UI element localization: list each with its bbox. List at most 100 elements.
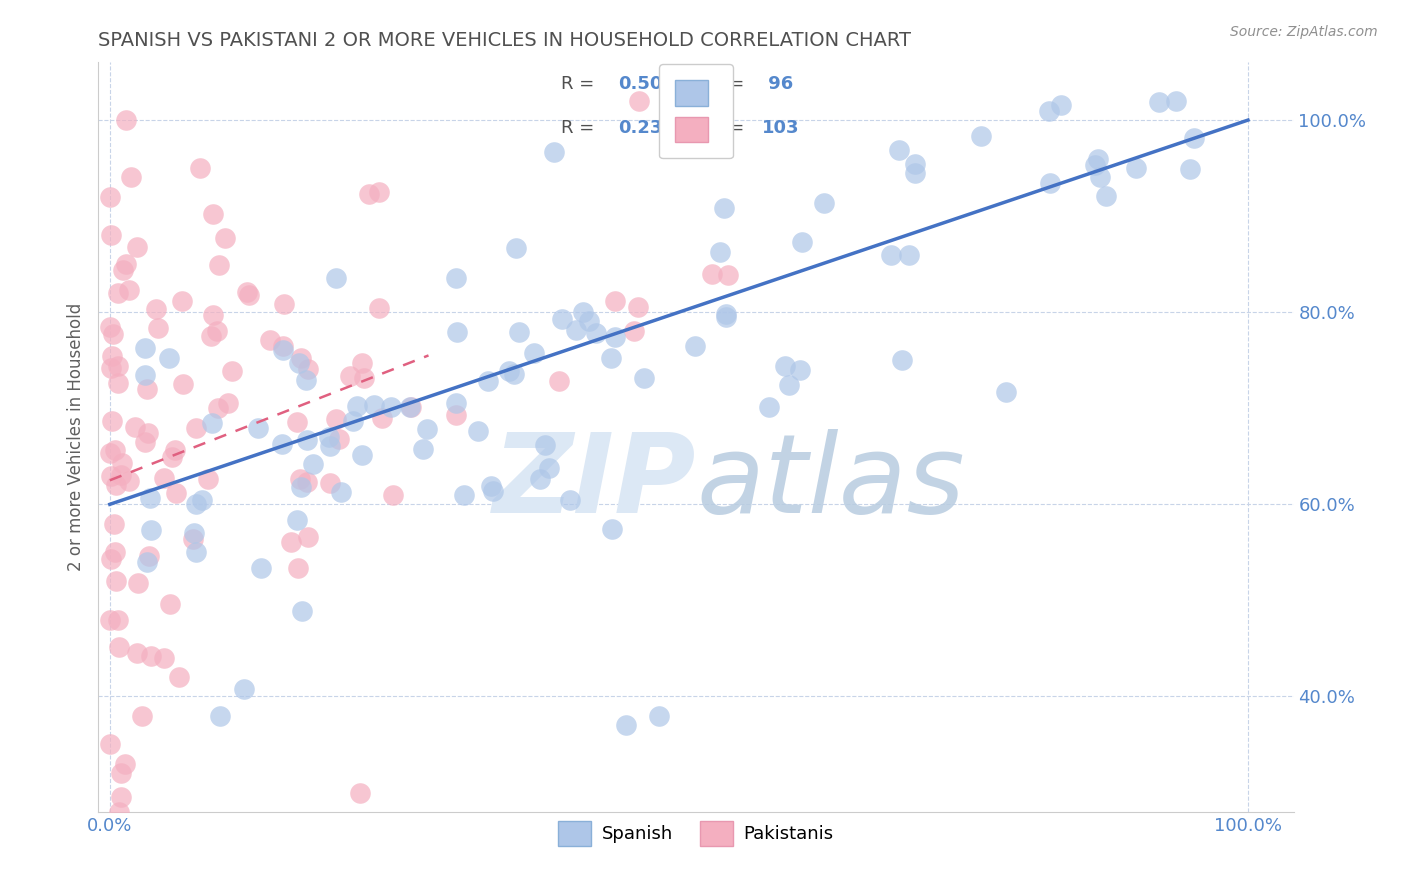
Point [1182,131,1205,145]
Point [444,270,467,285]
Point [571,305,593,319]
Point [444,396,467,410]
Point [1180,161,1202,176]
Point [145,302,167,317]
Point [100,360,122,375]
Point [134,434,156,449]
Point [100,228,122,243]
Point [152,651,174,665]
Point [970,129,993,144]
Point [139,523,162,537]
Point [534,438,557,452]
Point [183,526,205,541]
Point [280,535,302,549]
Text: 0.504: 0.504 [619,75,675,93]
Point [157,351,180,365]
Point [627,300,650,314]
Point [111,456,134,470]
Point [297,530,319,544]
Point [297,361,319,376]
Point [353,371,375,385]
Point [287,561,309,575]
Point [110,766,132,780]
Point [208,708,231,723]
Text: 103: 103 [762,119,799,136]
Point [1147,95,1170,110]
Point [98,190,121,204]
Point [291,604,314,618]
Point [482,483,505,498]
Point [444,409,467,423]
Point [648,708,671,723]
Point [346,400,368,414]
Point [328,432,350,446]
Point [101,349,124,363]
Point [201,308,224,322]
Point [717,268,740,282]
Point [208,258,231,272]
Point [600,522,623,536]
Point [288,356,311,370]
Point [399,401,422,415]
Point [287,415,309,429]
Point [713,202,735,216]
Y-axis label: 2 or more Vehicles in Household: 2 or more Vehicles in Household [66,303,84,571]
Point [236,285,259,299]
Point [1166,94,1188,108]
Point [131,708,153,723]
Text: R =: R = [561,75,600,93]
Point [238,288,260,302]
Point [399,400,422,414]
Point [297,475,319,489]
Point [110,790,132,805]
Point [101,414,124,428]
Point [363,398,385,412]
Point [339,369,361,384]
Point [285,513,308,527]
Point [214,231,236,245]
Point [683,339,706,353]
Point [614,718,637,732]
Point [319,439,342,453]
Point [543,145,565,159]
Point [1050,97,1073,112]
Point [1084,158,1107,172]
Text: Source: ZipAtlas.com: Source: ZipAtlas.com [1230,25,1378,39]
Point [98,319,121,334]
Point [139,491,162,505]
Point [172,294,194,309]
Point [318,475,340,490]
Point [136,426,159,441]
Point [115,113,138,128]
Point [100,468,122,483]
Point [880,248,903,262]
Point [325,412,347,426]
Point [107,376,129,390]
Point [273,297,295,311]
Point [221,364,243,378]
Point [105,574,128,589]
Point [367,185,389,199]
Point [104,478,127,492]
Point [548,374,571,388]
Point [124,420,146,434]
Point [716,310,738,325]
Point [205,325,228,339]
Point [207,401,229,415]
Point [368,301,391,316]
Point [789,362,811,376]
Legend: Spanish, Pakistanis: Spanish, Pakistanis [550,812,842,855]
Point [446,326,468,340]
Text: ZIP: ZIP [492,428,696,535]
Point [1087,152,1109,166]
Point [134,341,156,355]
Text: SPANISH VS PAKISTANI 2 OR MORE VEHICLES IN HOUSEHOLD CORRELATION CHART: SPANISH VS PAKISTANI 2 OR MORE VEHICLES … [98,31,911,50]
Point [290,480,312,494]
Point [190,493,212,508]
Point [159,597,181,611]
Point [197,473,219,487]
Point [1038,103,1060,118]
Point [188,161,211,175]
Point [529,472,551,486]
Point [104,442,127,457]
